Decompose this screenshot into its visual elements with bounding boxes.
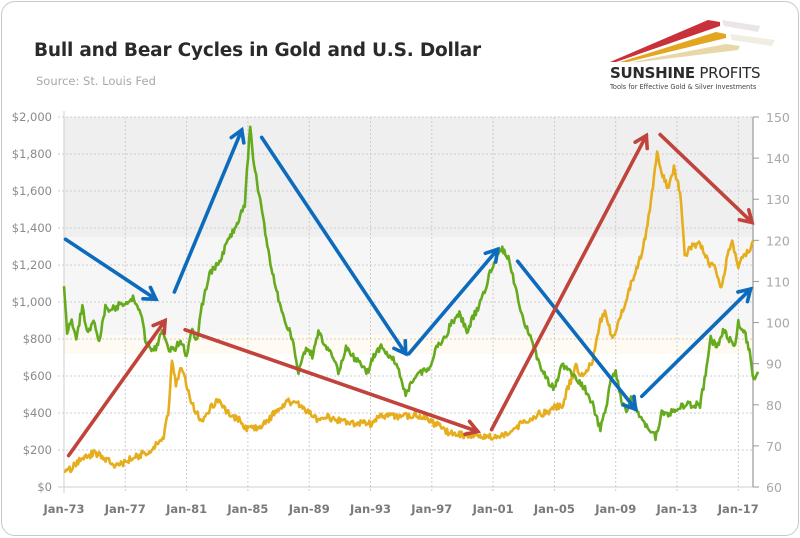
arrow-head (463, 419, 482, 437)
chart-title: Bull and Bear Cycles in Gold and U.S. Do… (34, 40, 481, 61)
y-axis-right-tick-label: 60 (766, 480, 782, 495)
sunshine-profits-logo: SUNSHINE PROFITS Tools for Effective Gol… (590, 18, 790, 98)
blue-trend-arrow (63, 237, 159, 302)
red-trend-arrow (489, 132, 650, 432)
x-axis-tick-label: Jan-73 (42, 502, 84, 516)
arrow-shaft (658, 132, 754, 225)
y-axis-right-tick-label: 120 (766, 233, 790, 248)
y-axis-left-tick-label: $1,200 (12, 258, 52, 272)
arrow-head (483, 246, 500, 264)
arrow-shaft (259, 135, 408, 356)
arrow-shaft (489, 133, 649, 432)
x-axis-tick-label: Jan-85 (226, 502, 268, 516)
chart-subtitle: Source: St. Louis Fed (36, 74, 156, 88)
x-axis-tick-label: Jan-01 (472, 502, 514, 516)
red-trend-arrow (183, 327, 482, 437)
y-axis-right-tick-label: 70 (766, 439, 782, 454)
arrow-shaft (183, 327, 480, 434)
y-axis-right-tick-label: 110 (766, 274, 790, 289)
y-axis-left-tick-label: $1,400 (12, 221, 52, 235)
arrow-head (151, 317, 168, 336)
arrow-head (141, 285, 159, 302)
logo-name-bold: SUNSHINE (610, 64, 695, 82)
y-axis-left-tick-label: $1,600 (12, 184, 52, 198)
arrow-head (736, 286, 754, 304)
x-axis-tick-label: Jan-89 (288, 502, 330, 516)
y-axis-right-tick-label: 90 (766, 357, 782, 372)
background-band (64, 117, 753, 238)
y-axis-left-tick-label: $200 (23, 443, 52, 457)
arrow-head (737, 208, 755, 225)
trend-arrows (63, 126, 755, 458)
logo-rays-icon (610, 20, 775, 62)
background-bands (64, 117, 753, 354)
red-trend-arrow (658, 132, 755, 225)
gridlines (58, 116, 753, 493)
logo-name: SUNSHINE PROFITS (610, 64, 761, 82)
blue-trend-arrow (259, 135, 408, 357)
x-axis-tick-label: Jan-97 (410, 502, 452, 516)
y-axis-right-tick-label: 150 (766, 110, 790, 125)
arrow-shaft (66, 318, 167, 458)
dollar-index-line (62, 125, 760, 442)
arrow-shaft (515, 259, 638, 412)
blue-trend-arrow (407, 246, 500, 356)
y-axis-left-tick-label: $1,800 (12, 147, 52, 161)
arrow-head (392, 339, 408, 357)
blue-trend-arrow (172, 126, 246, 294)
y-axis-right-tick-label: 140 (766, 151, 790, 166)
logo-tagline: Tools for Effective Gold & Silver Invest… (610, 83, 757, 91)
blue-trend-arrow (515, 259, 638, 412)
arrow-head (633, 132, 650, 151)
x-axis-tick-label: Jan-09 (594, 502, 636, 516)
logo-name-regular: PROFITS (694, 64, 761, 82)
y-axis-left-tick-label: $800 (23, 332, 52, 346)
y-axis-right-ticks: 60 70 80 90 100 110 120 130 140 150 (766, 110, 790, 495)
y-axis-left-tick-label: $1,000 (12, 295, 52, 309)
x-axis-tick-label: Jan-81 (165, 502, 207, 516)
gold-price-line (63, 150, 755, 474)
arrow-shaft (172, 128, 244, 294)
x-axis-tick-label: Jan-13 (655, 502, 697, 516)
y-axis-left-ticks: $0 $200 $400 $600 $800 $1,000 $1,200 $1,400 $1,6… (12, 110, 52, 494)
y-axis-right-tick-label: 130 (766, 192, 790, 207)
arrow-shaft (407, 247, 500, 356)
y-axis-right-tick-label: 100 (766, 316, 790, 331)
blue-trend-arrow (639, 286, 754, 399)
y-axis-left-tick-label: $0 (37, 480, 52, 494)
x-axis-tick-label: Jan-93 (349, 502, 391, 516)
y-axis-left-tick-label: $2,000 (12, 110, 52, 124)
red-trend-arrow (66, 317, 168, 458)
arrow-head (621, 394, 638, 412)
arrow-shaft (63, 237, 158, 302)
x-axis-tick-label: Jan-17 (717, 502, 759, 516)
y-axis-left-tick-label: $400 (23, 406, 52, 420)
x-axis-ticks: Jan-73 Jan-77 Jan-81 Jan-85 Jan-89 Jan-93 Jan-… (42, 502, 758, 516)
arrow-head (229, 126, 246, 145)
x-axis-tick-label: Jan-05 (533, 502, 575, 516)
x-axis-tick-label: Jan-77 (104, 502, 146, 516)
y-axis-left-tick-label: $600 (23, 369, 52, 383)
series-lines (62, 125, 760, 474)
background-band (64, 237, 753, 336)
arrow-shaft (639, 287, 753, 399)
y-axis-right-tick-label: 80 (766, 398, 782, 413)
